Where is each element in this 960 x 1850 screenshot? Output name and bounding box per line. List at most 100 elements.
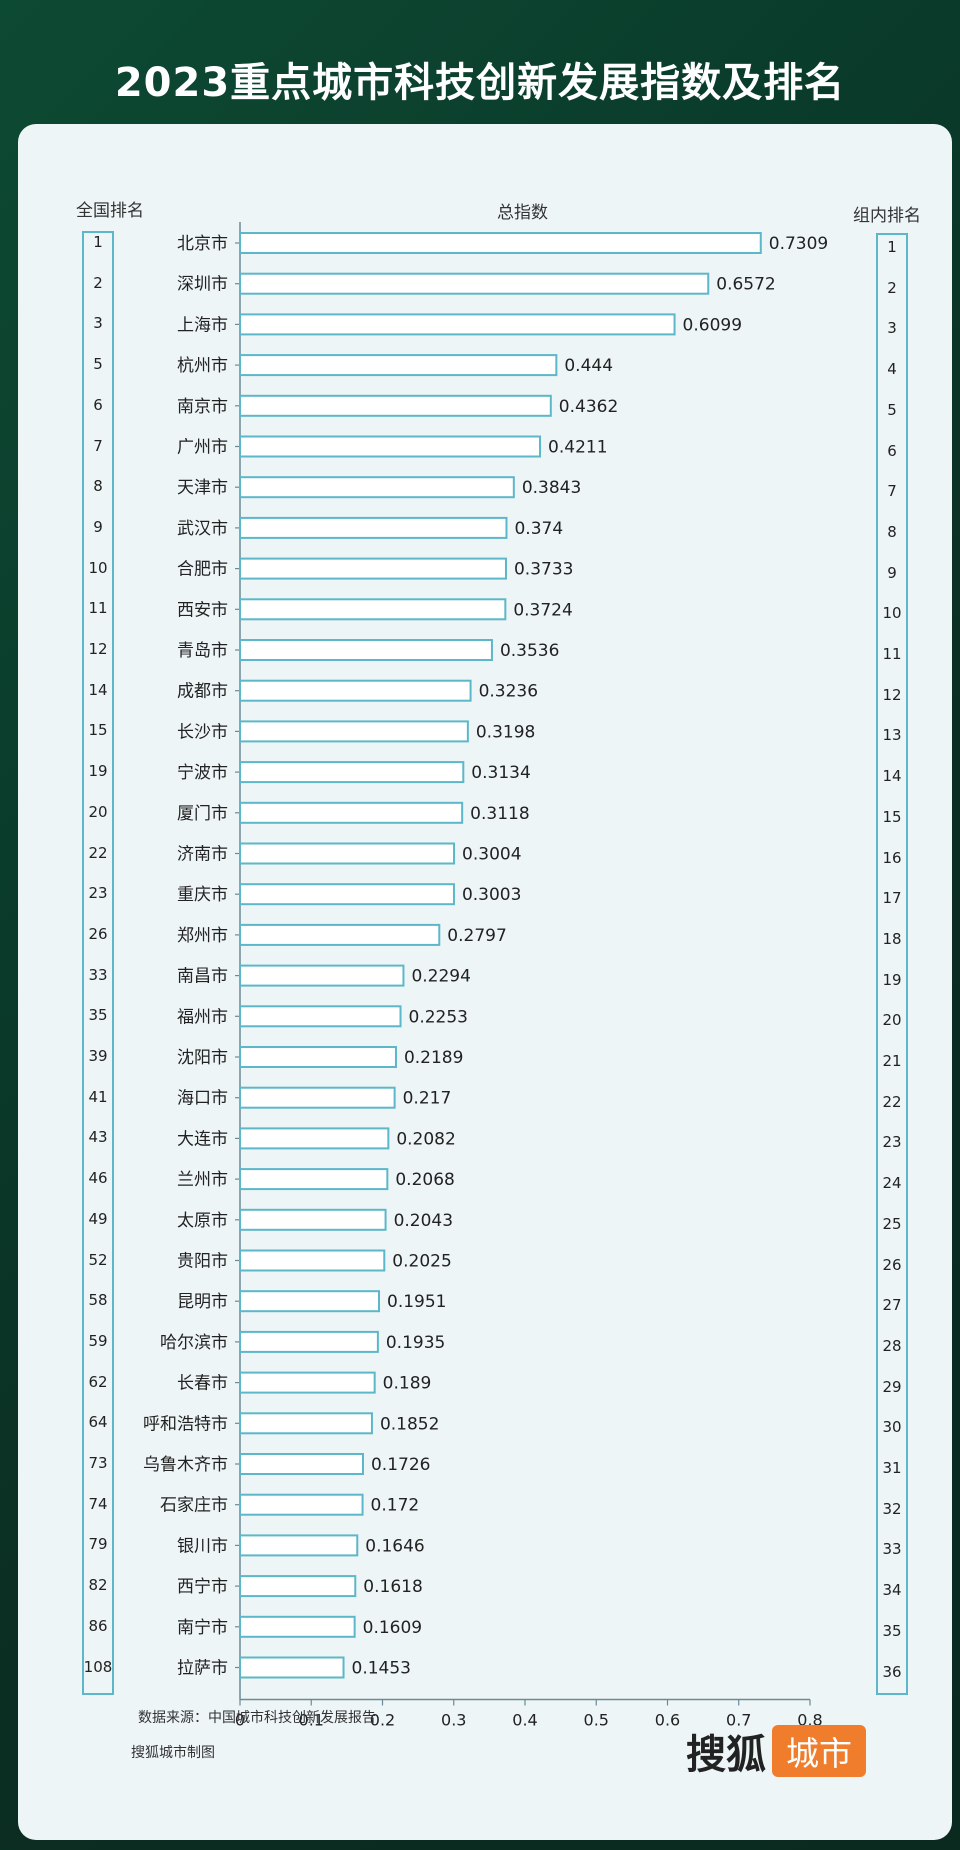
group-rank-value: 1 — [887, 238, 897, 256]
national-rank-value: 5 — [93, 355, 103, 374]
category-label: 北京市 — [177, 234, 228, 254]
bar — [239, 1127, 390, 1150]
group-rank-value: 25 — [882, 1214, 902, 1233]
category-label: 银川市 — [177, 1536, 228, 1556]
bar — [239, 354, 558, 377]
group-rank-value: 4 — [887, 360, 897, 379]
bar — [239, 761, 465, 784]
value-label: 0.1951 — [387, 1292, 446, 1312]
national-rank-value: 82 — [88, 1576, 108, 1595]
group-rank-value: 14 — [882, 767, 902, 786]
bar — [239, 1575, 357, 1598]
value-label: 0.4362 — [559, 397, 618, 417]
value-label: 0.1935 — [386, 1333, 445, 1353]
value-label: 0.7309 — [769, 234, 828, 254]
national-rank-value: 86 — [88, 1616, 108, 1635]
national-rank-value: 108 — [83, 1657, 113, 1676]
category-label: 青岛市 — [177, 641, 228, 661]
category-label: 重庆市 — [177, 885, 228, 905]
bar — [239, 272, 710, 295]
national-rank-value: 74 — [88, 1494, 108, 1513]
group-rank-value: 36 — [882, 1662, 902, 1681]
national-rank-value: 14 — [88, 680, 108, 699]
logo-main-text: 搜狐 — [686, 1732, 766, 1778]
category-label: 郑州市 — [177, 926, 228, 946]
national-rank-value: 23 — [88, 884, 108, 903]
group-rank-value: 31 — [882, 1459, 902, 1477]
data-source-note: 数据来源：中国城市科技创新发展报告 — [138, 1710, 376, 1726]
value-label: 0.6572 — [716, 275, 775, 295]
value-label: 0.2294 — [411, 967, 470, 987]
national-rank-value: 33 — [88, 965, 108, 984]
group-rank-header: 组内排名 — [853, 206, 921, 226]
group-rank-value: 26 — [882, 1255, 902, 1274]
category-label: 福州市 — [177, 1007, 228, 1027]
group-rank-value: 23 — [882, 1133, 902, 1152]
group-rank-value: 7 — [887, 482, 897, 501]
group-rank-value: 2 — [887, 278, 897, 297]
category-label: 南昌市 — [177, 967, 228, 987]
bar — [239, 435, 542, 458]
bar — [239, 1453, 364, 1475]
group-rank-column-box — [876, 233, 908, 1695]
category-label: 合肥市 — [177, 560, 228, 580]
category-label: 济南市 — [177, 845, 228, 865]
group-rank-value: 15 — [882, 807, 902, 826]
category-label: 西宁市 — [177, 1577, 228, 1597]
category-label: 兰州市 — [177, 1170, 228, 1190]
bar — [239, 394, 552, 417]
bar — [239, 1290, 381, 1313]
group-rank-value: 20 — [882, 1011, 902, 1030]
national-rank-value: 26 — [88, 924, 108, 943]
national-rank-value: 43 — [88, 1128, 108, 1147]
value-label: 0.2068 — [395, 1170, 454, 1190]
bar — [239, 598, 507, 621]
group-rank-value: 19 — [882, 970, 902, 989]
value-label: 0.2189 — [404, 1048, 463, 1068]
group-rank-value: 35 — [882, 1621, 902, 1640]
group-rank-value: 30 — [882, 1418, 902, 1437]
x-tick-label: 0.7 — [726, 1711, 751, 1730]
value-label: 0.189 — [383, 1374, 432, 1394]
value-label: 0.3724 — [513, 600, 572, 620]
national-rank-value: 6 — [93, 395, 103, 414]
group-rank-value: 5 — [887, 400, 897, 419]
bar — [239, 1656, 345, 1679]
value-label: 0.2025 — [392, 1252, 451, 1272]
category-label: 太原市 — [177, 1211, 228, 1231]
group-rank-value: 13 — [882, 726, 902, 745]
category-label: 南京市 — [177, 397, 228, 417]
group-rank-value: 33 — [882, 1540, 902, 1559]
bar — [239, 1330, 379, 1353]
national-rank-value: 59 — [88, 1331, 108, 1350]
value-label: 0.3004 — [462, 845, 521, 865]
national-rank-value: 15 — [88, 721, 108, 740]
value-label: 0.217 — [403, 1089, 452, 1109]
value-label: 0.3003 — [462, 885, 521, 905]
category-label: 宁波市 — [177, 763, 228, 783]
national-rank-value: 11 — [88, 599, 108, 618]
sohu-city-logo: 搜狐 城市 — [686, 1722, 866, 1780]
value-label: 0.2253 — [409, 1007, 468, 1027]
value-label: 0.1618 — [363, 1577, 422, 1597]
category-label: 长沙市 — [177, 722, 228, 742]
bar — [239, 1208, 387, 1231]
national-rank-value: 20 — [88, 802, 108, 821]
category-label: 拉萨市 — [177, 1659, 228, 1679]
national-rank-value: 62 — [88, 1372, 108, 1391]
x-tick-label: 0.2 — [370, 1711, 395, 1730]
group-rank-value: 34 — [882, 1581, 902, 1600]
x-tick-label: 0.1 — [299, 1711, 324, 1730]
bar — [239, 557, 507, 580]
chart-credit: 搜狐城市制图 — [131, 1745, 215, 1761]
category-label: 大连市 — [177, 1129, 228, 1149]
x-tick-label: 0.3 — [441, 1711, 466, 1730]
national-rank-value: 39 — [88, 1047, 108, 1065]
national-rank-value: 52 — [88, 1250, 108, 1269]
bar — [239, 720, 469, 743]
group-rank-value: 18 — [882, 929, 902, 948]
bar — [239, 801, 464, 824]
group-rank-value: 22 — [882, 1092, 902, 1111]
category-label: 广州市 — [177, 438, 228, 458]
category-label: 天津市 — [177, 478, 228, 498]
